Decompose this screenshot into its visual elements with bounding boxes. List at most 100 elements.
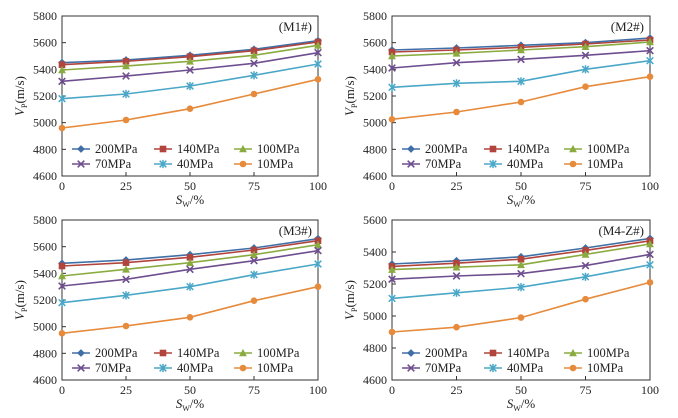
data-point xyxy=(250,47,258,54)
panel-title: (M1#) xyxy=(279,19,312,34)
data-point xyxy=(122,72,130,80)
data-point xyxy=(452,288,461,297)
data-point xyxy=(581,261,590,270)
y-tick-label: 5400 xyxy=(363,245,387,259)
y-axis-label: VP(m/s) xyxy=(12,76,29,116)
data-point xyxy=(58,262,66,270)
data-point xyxy=(314,240,322,248)
data-point xyxy=(646,239,654,248)
data-point xyxy=(250,256,258,265)
x-tick-label: 25 xyxy=(120,383,132,397)
legend-label: 100MPa xyxy=(587,346,630,360)
y-tick-label: 4800 xyxy=(363,341,387,355)
legend-marker xyxy=(407,160,415,168)
legend-marker xyxy=(77,364,85,372)
data-point xyxy=(58,282,66,290)
legend-marker xyxy=(569,348,577,357)
x-tick-label: 0 xyxy=(389,383,395,397)
legend-marker xyxy=(569,364,577,372)
data-point xyxy=(122,322,130,330)
y-tick-label: 5000 xyxy=(363,116,387,130)
y-tick-label: 4600 xyxy=(33,169,57,183)
legend-label: 70MPa xyxy=(95,361,132,375)
legend-label: 40MPa xyxy=(507,361,544,375)
y-tick-label: 5800 xyxy=(363,9,387,23)
y-tick-label: 4600 xyxy=(33,373,57,387)
data-point xyxy=(122,116,130,124)
data-point xyxy=(314,246,322,255)
data-point xyxy=(186,53,194,60)
legend-marker xyxy=(489,349,497,357)
data-point xyxy=(250,51,258,59)
y-axis-label: VP(m/s) xyxy=(342,76,359,116)
legend-marker xyxy=(407,145,415,153)
x-tick-label: 100 xyxy=(641,179,659,193)
data-point xyxy=(58,61,66,68)
data-point xyxy=(186,258,194,266)
y-tick-label: 4800 xyxy=(33,346,57,360)
data-point xyxy=(186,105,194,112)
data-point xyxy=(646,56,654,65)
x-tick-label: 75 xyxy=(248,179,260,193)
data-point xyxy=(122,89,130,99)
legend-label: 70MPa xyxy=(425,157,462,171)
y-tick-label: 5200 xyxy=(363,277,387,291)
data-point xyxy=(646,37,654,46)
data-point xyxy=(314,48,322,57)
data-point xyxy=(452,263,461,271)
y-tick-label: 5400 xyxy=(33,266,57,280)
chart-panel-3: 4600 4800 5000 5200 5400 5600 5800 0 25 50 75 100 SW… xyxy=(12,213,327,413)
legend-marker xyxy=(239,160,247,168)
panel-title: (M4-Z#) xyxy=(599,223,645,238)
data-point xyxy=(517,260,525,269)
data-point xyxy=(453,108,460,116)
data-point xyxy=(186,282,194,291)
y-tick-label: 5400 xyxy=(363,62,387,76)
data-point xyxy=(314,41,322,49)
y-tick-label: 5200 xyxy=(363,89,387,103)
data-point xyxy=(250,246,258,254)
chart-panel-4: 4600 4800 5000 5200 5400 5600 0 25 50 75 100 SW/% VP… xyxy=(342,213,659,413)
y-tick-label: 5800 xyxy=(33,9,57,23)
data-point xyxy=(388,328,396,336)
data-point xyxy=(581,65,590,74)
data-point xyxy=(58,65,66,74)
y-tick-label: 5600 xyxy=(33,240,57,254)
legend-marker xyxy=(569,160,577,168)
legend-marker xyxy=(239,348,247,357)
data-point xyxy=(250,250,258,258)
y-tick-label: 5400 xyxy=(33,62,57,76)
data-point xyxy=(250,297,258,304)
legend-marker xyxy=(489,145,497,153)
data-point xyxy=(388,51,396,60)
data-point xyxy=(517,55,525,64)
legend-label: 100MPa xyxy=(257,346,300,360)
legend-marker xyxy=(239,364,247,372)
legend-label: 10MPa xyxy=(587,157,624,171)
data-point xyxy=(582,295,589,303)
y-tick-label: 5200 xyxy=(33,293,57,307)
y-tick-label: 5200 xyxy=(33,89,57,103)
y-tick-label: 5000 xyxy=(363,309,387,323)
data-point xyxy=(582,83,589,90)
y-tick-label: 5800 xyxy=(33,213,57,227)
x-tick-label: 50 xyxy=(184,383,196,397)
data-point xyxy=(517,45,525,54)
data-point xyxy=(58,271,66,280)
y-tick-label: 5000 xyxy=(33,116,57,130)
series-line-40mpa xyxy=(391,264,651,300)
data-point xyxy=(58,330,66,337)
legend-marker xyxy=(489,363,497,373)
data-point xyxy=(250,270,258,279)
data-point xyxy=(646,260,654,269)
data-point xyxy=(186,81,194,91)
legend-marker xyxy=(159,159,167,169)
x-axis-label: SW/% xyxy=(176,192,205,209)
legend-marker xyxy=(77,160,85,168)
x-tick-label: 50 xyxy=(515,179,527,193)
panel-title: (M3#) xyxy=(279,223,312,238)
x-tick-label: 75 xyxy=(248,383,260,397)
legend-label: 200MPa xyxy=(95,142,138,156)
x-tick-label: 75 xyxy=(580,383,592,397)
